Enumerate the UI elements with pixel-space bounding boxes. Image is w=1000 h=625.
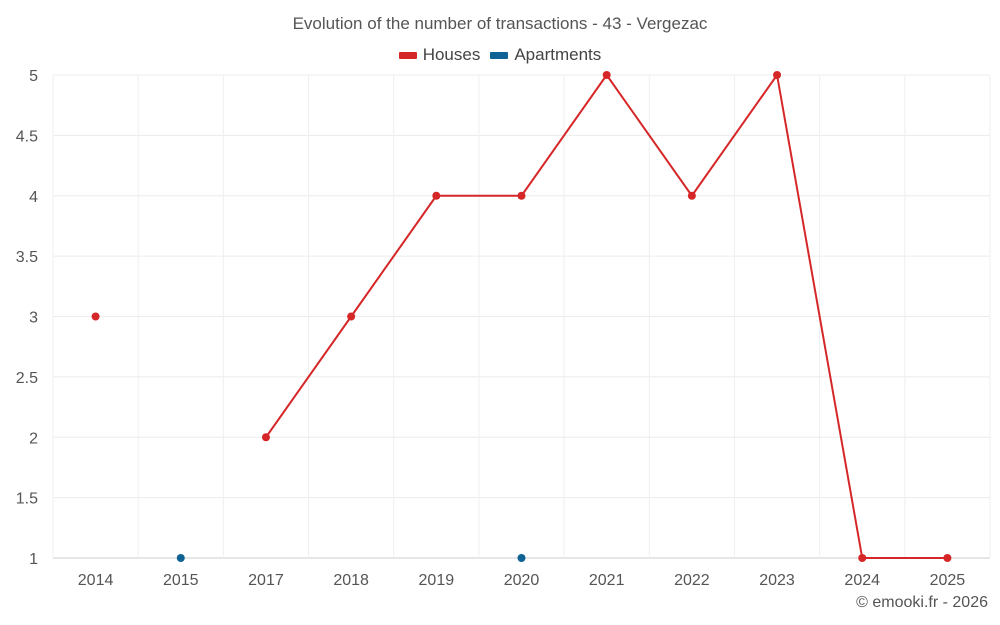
legend-item-apartments[interactable]: Apartments [490,45,601,65]
y-tick-label: 4 [29,189,38,206]
data-point-houses[interactable] [347,312,356,321]
y-tick-label: 3.5 [16,249,38,266]
series-apartments [176,554,526,562]
x-tick-label: 2023 [759,572,795,589]
y-tick-label: 2 [29,430,38,447]
grid [52,74,991,559]
legend-swatch-apartments [490,51,509,59]
x-tick-label: 2025 [930,572,966,589]
data-point-apartments[interactable] [517,554,526,562]
x-tick-label: 2015 [163,572,199,589]
x-tick-label: 2020 [504,572,540,589]
data-point-houses[interactable] [602,71,611,79]
y-tick-label: 1.5 [16,491,38,508]
legend-label-apartments: Apartments [514,45,602,64]
data-point-houses[interactable] [432,191,441,200]
series [91,71,952,562]
data-point-houses[interactable] [943,554,952,562]
data-point-houses[interactable] [517,191,526,200]
y-tick-label: 1 [29,551,38,568]
x-tick-label: 2018 [333,572,369,589]
series-houses [91,71,952,562]
x-tick-label: 2021 [589,572,625,589]
legend-item-houses[interactable]: Houses [398,45,481,65]
data-point-apartments[interactable] [176,554,185,562]
legend-label-houses: Houses [422,45,481,64]
x-tick-label: 2017 [248,572,284,589]
data-point-houses[interactable] [773,71,782,79]
data-point-houses[interactable] [261,433,270,442]
x-tick-label: 2019 [419,572,455,589]
axes: 1 1.5 2 2.5 3 3.5 4 4.5 5 2014 2015 2017 2018 2019 202… [16,68,966,589]
legend-swatch-houses [398,51,417,59]
data-point-houses[interactable] [91,312,100,321]
y-tick-label: 2.5 [16,370,38,387]
chart-title: Evolution of the number of transactions … [292,14,708,33]
y-tick-label: 5 [29,68,38,85]
y-tick-label: 3 [29,310,38,327]
data-point-houses[interactable] [858,554,867,562]
data-point-houses[interactable] [687,191,696,200]
x-tick-label: 2014 [78,572,114,589]
y-tick-label: 4.5 [16,128,38,145]
legend: Houses Apartments [0,45,1000,65]
x-tick-label: 2022 [674,572,710,589]
credit-text: © emooki.fr - 2026 [856,594,988,611]
x-tick-label: 2024 [844,572,880,589]
